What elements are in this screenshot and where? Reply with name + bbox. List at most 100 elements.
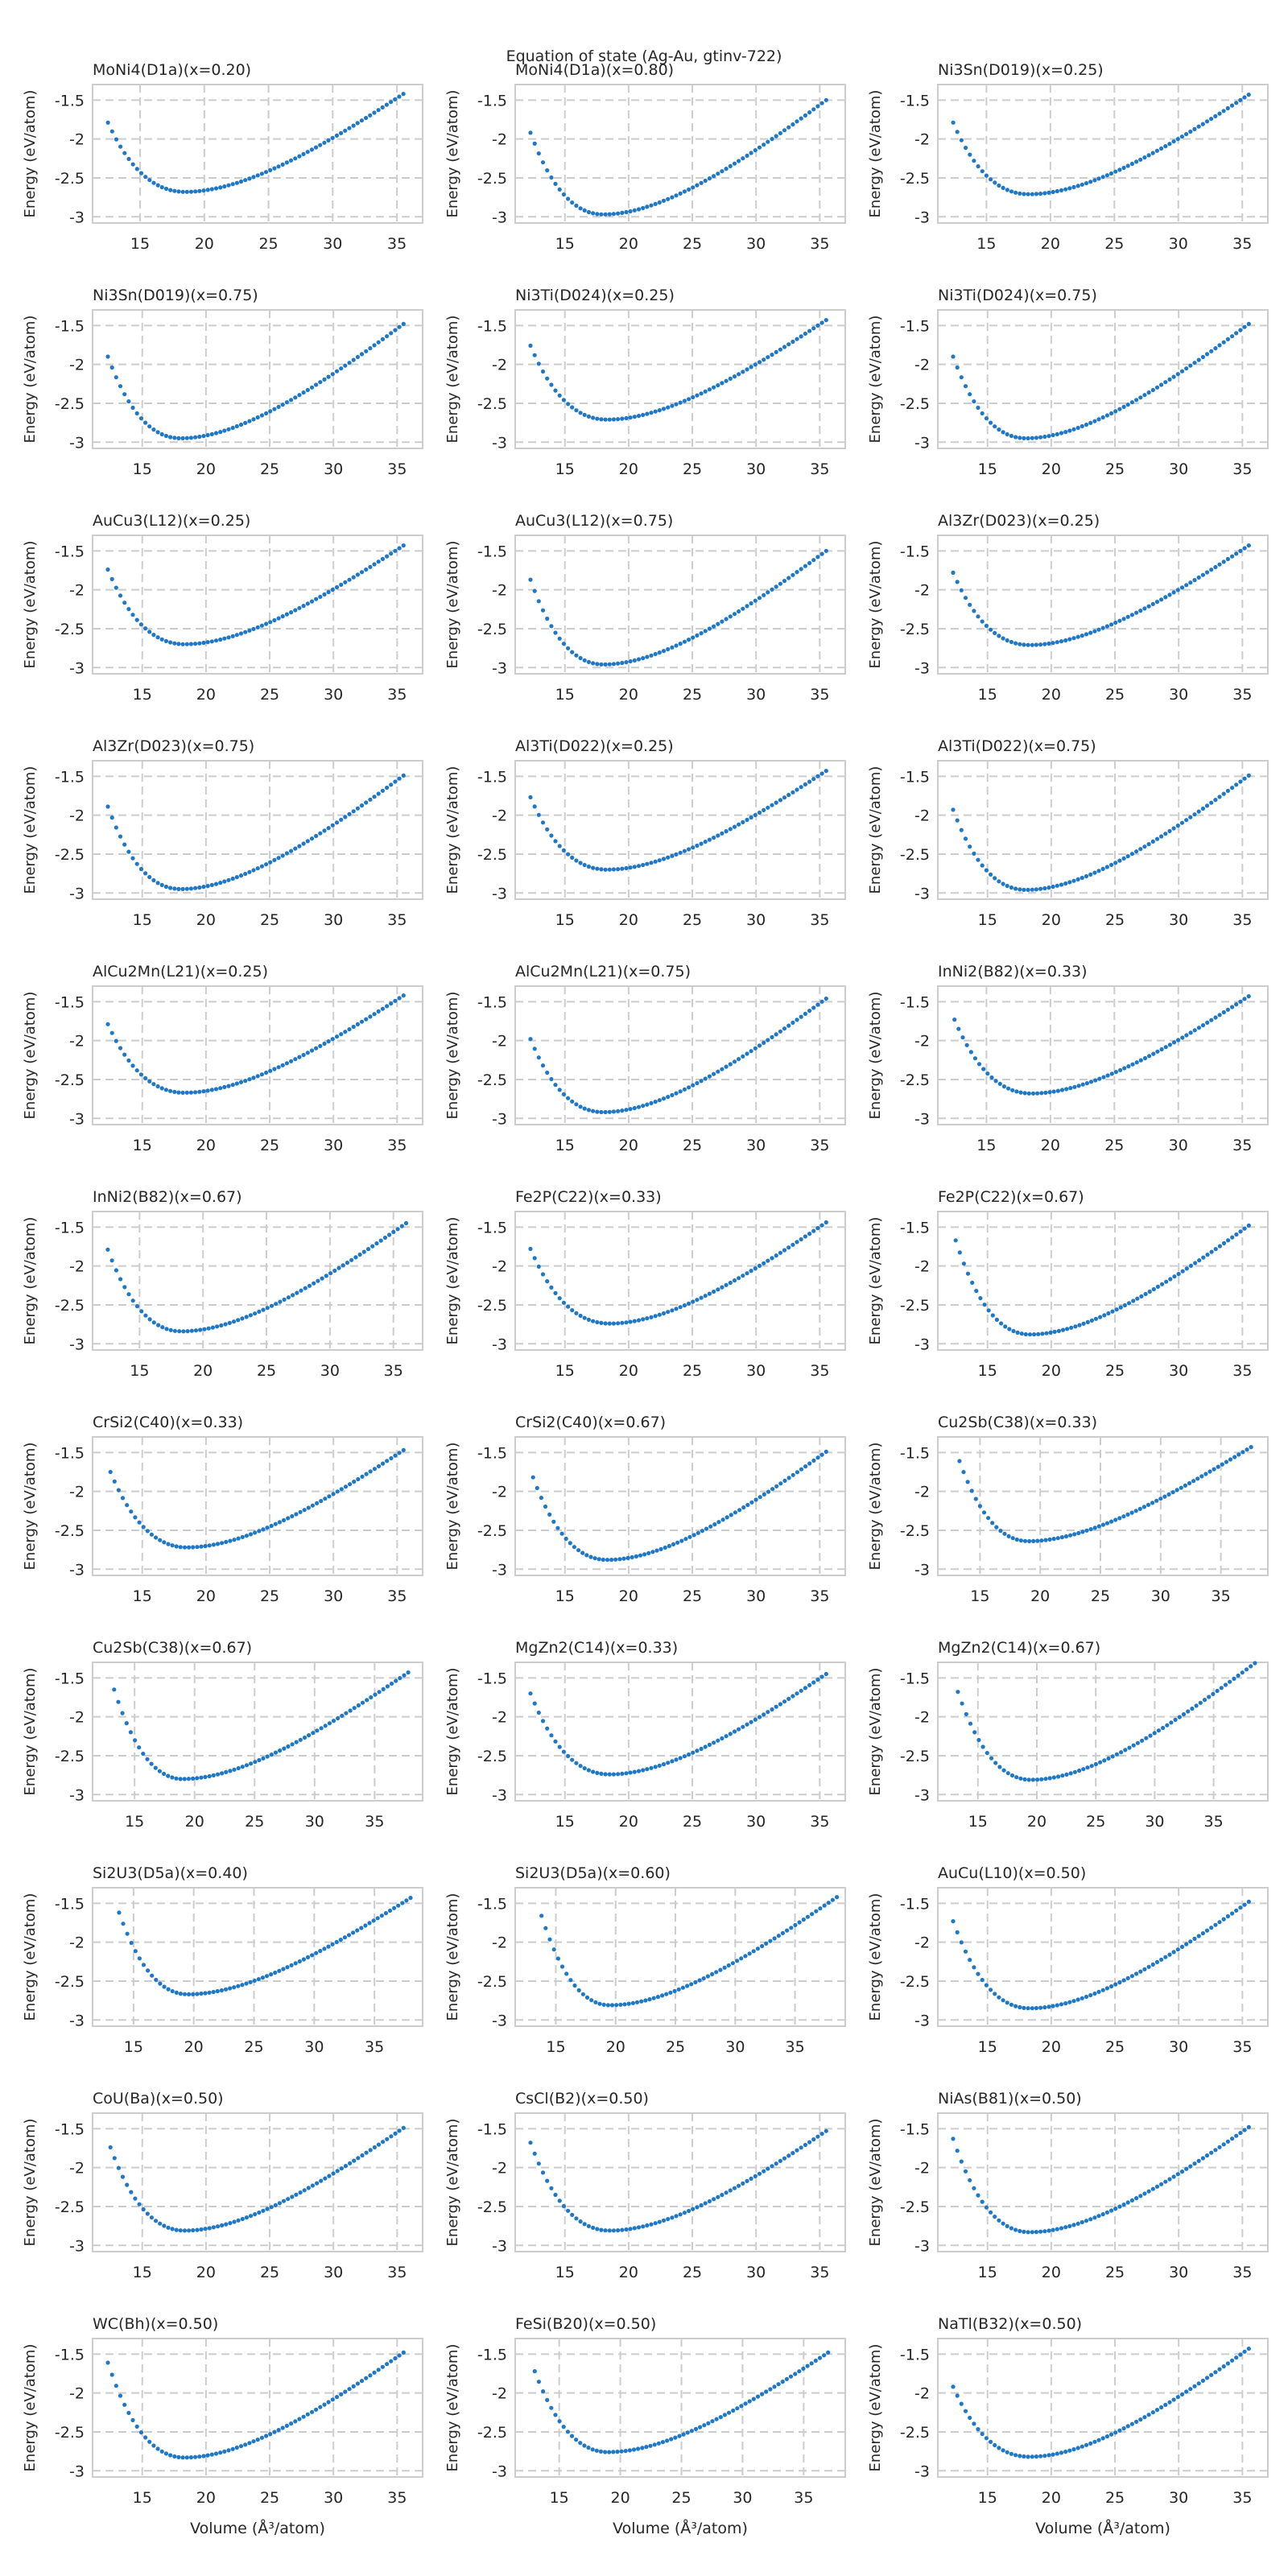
data-point <box>1192 1028 1197 1033</box>
data-point <box>191 1545 196 1550</box>
data-point <box>795 1240 799 1245</box>
data-point <box>641 1768 646 1773</box>
data-point <box>786 125 791 130</box>
data-point <box>180 436 185 441</box>
data-point <box>830 1897 835 1902</box>
panel-title: Al3Ti(D022)(x=0.25) <box>515 737 674 755</box>
y-tick-label: -2.5 <box>900 1297 930 1315</box>
data-point <box>114 1268 118 1273</box>
data-point <box>1188 1939 1193 1944</box>
data-point <box>687 187 691 192</box>
data-point <box>972 609 976 613</box>
data-point <box>1098 1760 1103 1765</box>
data-point <box>1092 1991 1097 1996</box>
data-point <box>1006 1534 1011 1538</box>
data-point <box>1184 366 1189 371</box>
axes-frame <box>937 535 1269 675</box>
data-point <box>691 394 696 400</box>
data-point <box>302 2188 307 2193</box>
data-point <box>1110 1754 1115 1759</box>
data-point <box>331 2171 336 2176</box>
data-point <box>951 1919 956 1924</box>
data-point <box>785 1928 790 1933</box>
data-point <box>1051 884 1055 890</box>
x-tick-label: 25 <box>260 686 279 704</box>
data-point <box>397 2353 402 2358</box>
data-point <box>154 1535 159 1540</box>
data-point <box>1181 1711 1187 1717</box>
data-point <box>1067 2000 1072 2004</box>
data-point <box>137 1745 142 1750</box>
data-point <box>566 196 571 201</box>
data-point <box>168 886 173 890</box>
x-tick-label: 15 <box>555 235 575 253</box>
y-axis-label: Energy (eV/atom) <box>867 541 884 669</box>
data-point <box>707 1291 712 1296</box>
data-point <box>408 1896 413 1901</box>
data-point <box>636 2225 642 2230</box>
data-point <box>117 1910 122 1915</box>
data-point <box>611 2450 616 2454</box>
y-tick-label: -1.5 <box>900 92 930 109</box>
panel-title: Al3Ti(D022)(x=0.75) <box>938 737 1096 755</box>
data-point <box>1154 148 1159 153</box>
y-tick-label: -2.5 <box>900 846 930 864</box>
data-point <box>1184 583 1189 588</box>
data-point <box>980 411 985 416</box>
y-tick-label: -1.5 <box>900 2346 930 2363</box>
data-point <box>811 107 816 112</box>
y-axis-label: Energy (eV/atom) <box>22 2119 39 2247</box>
data-point <box>1113 2430 1118 2435</box>
data-point <box>201 640 206 646</box>
x-tick-label: 30 <box>324 1137 343 1154</box>
data-point <box>228 1769 233 1773</box>
data-point <box>385 2362 390 2367</box>
eos-panel: 15 20 25 30 35-1.5-2-2.5-3CoU(Ba)(x=0.50)Ene… <box>22 2090 423 2281</box>
data-point <box>351 1024 356 1030</box>
axes-frame <box>937 1436 1269 1576</box>
data-point <box>368 113 373 118</box>
data-point <box>1088 1992 1093 1998</box>
data-point <box>145 1757 150 1761</box>
y-tick-label: -1.5 <box>477 2120 507 2138</box>
data-point <box>1217 795 1222 799</box>
data-point <box>1209 800 1214 805</box>
data-point <box>1034 642 1038 647</box>
data-point <box>112 2156 117 2161</box>
data-point <box>380 2364 385 2369</box>
data-point <box>176 886 181 891</box>
data-point <box>1221 791 1226 796</box>
x-tick-label: 25 <box>683 1137 702 1154</box>
data-point <box>760 1943 765 1949</box>
data-point <box>1192 126 1197 131</box>
data-point <box>238 1080 244 1084</box>
data-point <box>691 1533 696 1538</box>
x-tick-label: 30 <box>746 1813 766 1831</box>
data-point <box>1171 2174 1176 2179</box>
data-point <box>728 1062 733 1067</box>
x-tick-label: 20 <box>196 1137 216 1154</box>
data-point <box>745 153 749 158</box>
data-point <box>1151 1051 1156 1056</box>
data-point <box>1089 1764 1094 1769</box>
y-tick-label: -2.5 <box>900 1973 930 1991</box>
data-point <box>989 2210 993 2215</box>
data-point <box>1034 2005 1038 2011</box>
data-point <box>807 1232 812 1236</box>
y-tick-label: -1.5 <box>55 1670 85 1687</box>
data-point <box>1001 881 1005 886</box>
data-point <box>272 407 277 411</box>
data-point <box>1155 1049 1160 1054</box>
data-point <box>574 2216 579 2221</box>
data-point <box>570 1308 575 1313</box>
data-point <box>1063 2001 1068 2006</box>
data-point <box>182 1777 187 1781</box>
x-tick-label: 25 <box>671 2489 691 2507</box>
data-point <box>1113 861 1118 865</box>
data-point <box>1059 639 1064 644</box>
data-point <box>323 1724 328 1728</box>
data-point <box>1154 836 1160 841</box>
data-point <box>724 1282 729 1287</box>
data-point <box>532 2151 537 2156</box>
